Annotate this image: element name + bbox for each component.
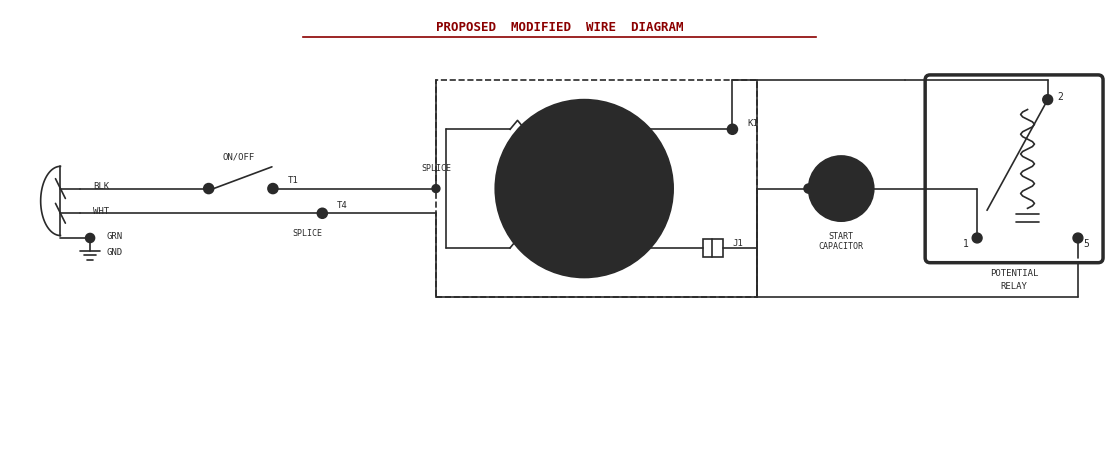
- Text: PROPOSED  MODIFIED  WIRE  DIAGRAM: PROPOSED MODIFIED WIRE DIAGRAM: [435, 21, 684, 34]
- Text: 1: 1: [963, 239, 969, 249]
- Text: MOTOR: MOTOR: [565, 182, 603, 195]
- Circle shape: [805, 184, 814, 193]
- Text: J1: J1: [733, 239, 743, 248]
- Circle shape: [727, 124, 737, 134]
- Text: ON/OFF: ON/OFF: [223, 152, 254, 161]
- Circle shape: [267, 184, 278, 193]
- Circle shape: [432, 184, 440, 193]
- Text: START: START: [829, 231, 854, 240]
- Text: GND: GND: [107, 248, 123, 257]
- Circle shape: [204, 184, 214, 193]
- Circle shape: [972, 233, 982, 243]
- Text: T1: T1: [288, 176, 299, 185]
- Circle shape: [1043, 95, 1053, 105]
- Text: K1: K1: [747, 119, 758, 128]
- Text: BLK: BLK: [93, 182, 110, 191]
- Text: SPLICE: SPLICE: [292, 228, 322, 237]
- Text: 2: 2: [1057, 92, 1063, 102]
- Text: SPLICE: SPLICE: [421, 164, 451, 173]
- Text: START: START: [561, 105, 587, 114]
- Text: MAIN: MAIN: [564, 265, 585, 274]
- Text: GRN: GRN: [107, 231, 123, 240]
- Circle shape: [1073, 233, 1083, 243]
- Circle shape: [86, 234, 94, 243]
- Circle shape: [318, 208, 327, 218]
- Text: 5: 5: [1083, 239, 1089, 249]
- Circle shape: [496, 100, 674, 278]
- Text: POTENTIAL: POTENTIAL: [990, 269, 1038, 278]
- Circle shape: [809, 156, 874, 221]
- Text: CAPACITOR: CAPACITOR: [819, 242, 864, 251]
- Text: WHT: WHT: [93, 207, 110, 216]
- Text: T4: T4: [337, 201, 348, 210]
- Text: RELAY: RELAY: [1000, 282, 1027, 291]
